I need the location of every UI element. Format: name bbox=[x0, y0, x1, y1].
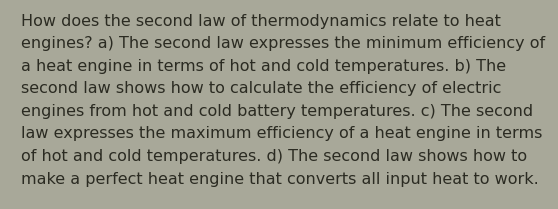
Text: second law shows how to calculate the efficiency of electric: second law shows how to calculate the ef… bbox=[21, 81, 502, 96]
Text: a heat engine in terms of hot and cold temperatures. b) The: a heat engine in terms of hot and cold t… bbox=[21, 59, 506, 74]
Text: engines from hot and cold battery temperatures. c) The second: engines from hot and cold battery temper… bbox=[21, 104, 533, 119]
Text: make a perfect heat engine that converts all input heat to work.: make a perfect heat engine that converts… bbox=[21, 172, 539, 187]
Text: of hot and cold temperatures. d) The second law shows how to: of hot and cold temperatures. d) The sec… bbox=[21, 149, 527, 164]
Text: How does the second law of thermodynamics relate to heat: How does the second law of thermodynamic… bbox=[21, 14, 501, 29]
Text: law expresses the maximum efficiency of a heat engine in terms: law expresses the maximum efficiency of … bbox=[21, 126, 542, 141]
Text: engines? a) The second law expresses the minimum efficiency of: engines? a) The second law expresses the… bbox=[21, 36, 545, 51]
